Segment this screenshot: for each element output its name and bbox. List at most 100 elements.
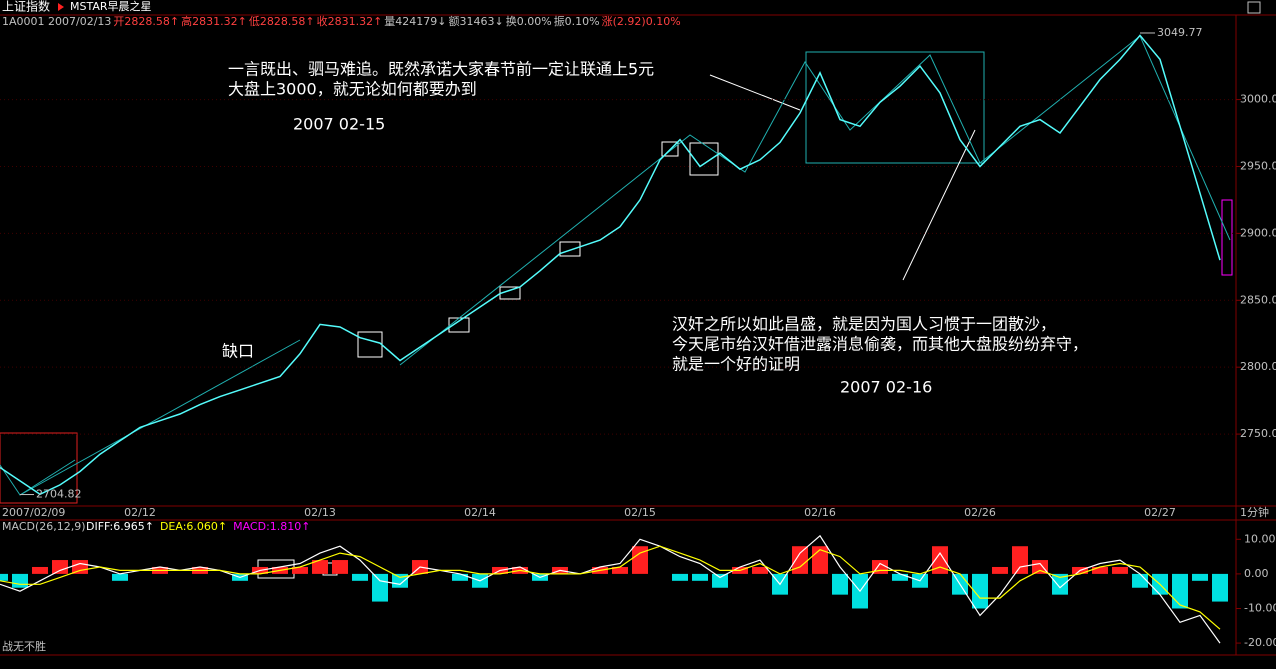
- mark-box: [559, 241, 581, 257]
- macd-bar: [632, 546, 648, 574]
- macd-bar: [72, 560, 88, 574]
- macd-bar: [1132, 573, 1148, 588]
- period-label: 1分钟: [1240, 505, 1269, 519]
- macd-bar: [1112, 566, 1128, 574]
- title-bar: [0, 0, 1276, 15]
- macd-bar: [752, 566, 768, 574]
- y-tick-label: 3000.00: [1240, 93, 1276, 106]
- macd-bar: [792, 546, 808, 574]
- macd-bar: [692, 573, 708, 581]
- macd-bar: [1092, 566, 1108, 574]
- info-item: 涨(2.92)0.10%: [602, 15, 681, 28]
- macd-title: MACD(26,12,9): [2, 520, 86, 533]
- mark-box: [689, 142, 719, 176]
- macd-bar: [112, 573, 128, 581]
- macd-bar: [52, 560, 68, 574]
- indicator[interactable]: MSTAR早晨之星: [70, 0, 152, 13]
- macd-bar: [1172, 573, 1188, 609]
- trend-line: [19, 339, 301, 496]
- macd-bar: [392, 573, 408, 588]
- annotation: 一言既出、驷马难追。既然承诺大家春节前一定让联通上5元: [228, 60, 654, 79]
- macd-line: [0, 534, 1221, 644]
- macd-bar: [672, 573, 688, 581]
- info-item: 换0.00%: [506, 14, 552, 28]
- macd-bar: [1032, 560, 1048, 574]
- window-button[interactable]: [1247, 1, 1261, 14]
- legend-item: DEA:6.060↑: [160, 520, 227, 533]
- x-tick-label: 02/14: [464, 506, 496, 519]
- macd-bar: [972, 573, 988, 609]
- macd-bar: [832, 573, 848, 595]
- x-tick-label: 02/27: [1144, 506, 1176, 519]
- y-tick-label: -10.00: [1244, 601, 1276, 614]
- x-tick-label: 02/26: [964, 506, 996, 519]
- macd-bar: [12, 573, 28, 588]
- title[interactable]: 上证指数: [2, 0, 50, 14]
- macd-bar: [32, 566, 48, 574]
- macd-bar: [1212, 573, 1228, 602]
- info-line: 1A0001 2007/02/13 开2828.58↑ 高2831.32↑ 低2828…: [2, 14, 681, 28]
- macd-bar: [452, 573, 468, 581]
- x-tick-label: 02/13: [304, 506, 336, 519]
- mark-box: [0, 432, 78, 504]
- y-tick-label: 2750.00: [1240, 427, 1276, 440]
- mark-box: [805, 51, 985, 164]
- info-item: 1A0001 2007/02/13: [2, 15, 111, 28]
- info-item: 低2828.58↑: [249, 15, 315, 28]
- info-item: 收2831.32↑: [317, 14, 383, 28]
- macd-bar: [332, 560, 348, 574]
- legend-item: MACD:1.810↑: [233, 520, 310, 533]
- macd-bar: [312, 560, 328, 574]
- y-tick-label: 2900.00: [1240, 226, 1276, 239]
- macd-line: [0, 545, 1221, 630]
- mark-box: [661, 141, 679, 157]
- info-item: 量424179↓: [384, 15, 446, 28]
- y-tick-label: 2950.00: [1240, 159, 1276, 172]
- annotation: 2007 02-15: [293, 115, 385, 134]
- info-item: 高2831.32↑: [181, 14, 247, 28]
- mark-box: [357, 331, 383, 358]
- macd-bar: [932, 546, 948, 574]
- trend-line: [399, 35, 1231, 366]
- pointer-line: [902, 129, 976, 281]
- high-label: 3049.77: [1157, 26, 1203, 39]
- macd-bar: [892, 573, 908, 581]
- annotation: 今天尾市给汉奸借泄露消息偷袭，而其他大盘股纷纷弃守，: [672, 335, 1088, 354]
- macd-bar: [1052, 573, 1068, 595]
- macd-bar: [292, 566, 308, 574]
- info-item: 开2828.58↑: [113, 15, 179, 28]
- annotation: 2007 02-16: [840, 378, 932, 397]
- annotation: 大盘上3000，就无论如何都要办到: [228, 80, 477, 99]
- y-tick-label: 0.00: [1244, 567, 1269, 580]
- x-tick-label: 02/15: [624, 506, 656, 519]
- macd-bar: [992, 566, 1008, 574]
- x-tick-label: 02/16: [804, 506, 836, 519]
- y-tick-label: 2800.00: [1240, 360, 1276, 373]
- y-tick-label: 10.00: [1244, 532, 1276, 545]
- macd-bar: [352, 573, 368, 581]
- x-tick-label: 02/12: [124, 506, 156, 519]
- macd-bar: [372, 573, 388, 602]
- annotation: 就是一个好的证明: [672, 355, 800, 374]
- y-tick-label: -20.00: [1244, 636, 1276, 649]
- y-tick-label: 2850.00: [1240, 293, 1276, 306]
- pointer-line: [709, 74, 801, 111]
- legend-item: DIFF:6.965↑: [86, 520, 154, 533]
- price-line: [0, 34, 1221, 496]
- macd-bar: [612, 566, 628, 574]
- mark-box: [1221, 199, 1233, 276]
- macd-bar: [1012, 546, 1028, 574]
- annotation: 汉奸之所以如此昌盛，就是因为国人习惯于一团散沙，: [672, 315, 1056, 334]
- drawings: [0, 35, 1233, 579]
- arrow: [58, 3, 64, 11]
- macd-bar: [1192, 573, 1208, 581]
- annotation: 缺口: [222, 342, 254, 361]
- x-tick-label: 2007/02/09: [2, 506, 65, 519]
- macd-bar: [0, 573, 8, 581]
- footer: 战无不胜: [2, 639, 46, 653]
- low-label: 2704.82: [36, 488, 82, 501]
- info-item: 额31463↓: [449, 15, 504, 28]
- info-item: 振0.10%: [554, 14, 600, 28]
- macd-bar: [712, 573, 728, 588]
